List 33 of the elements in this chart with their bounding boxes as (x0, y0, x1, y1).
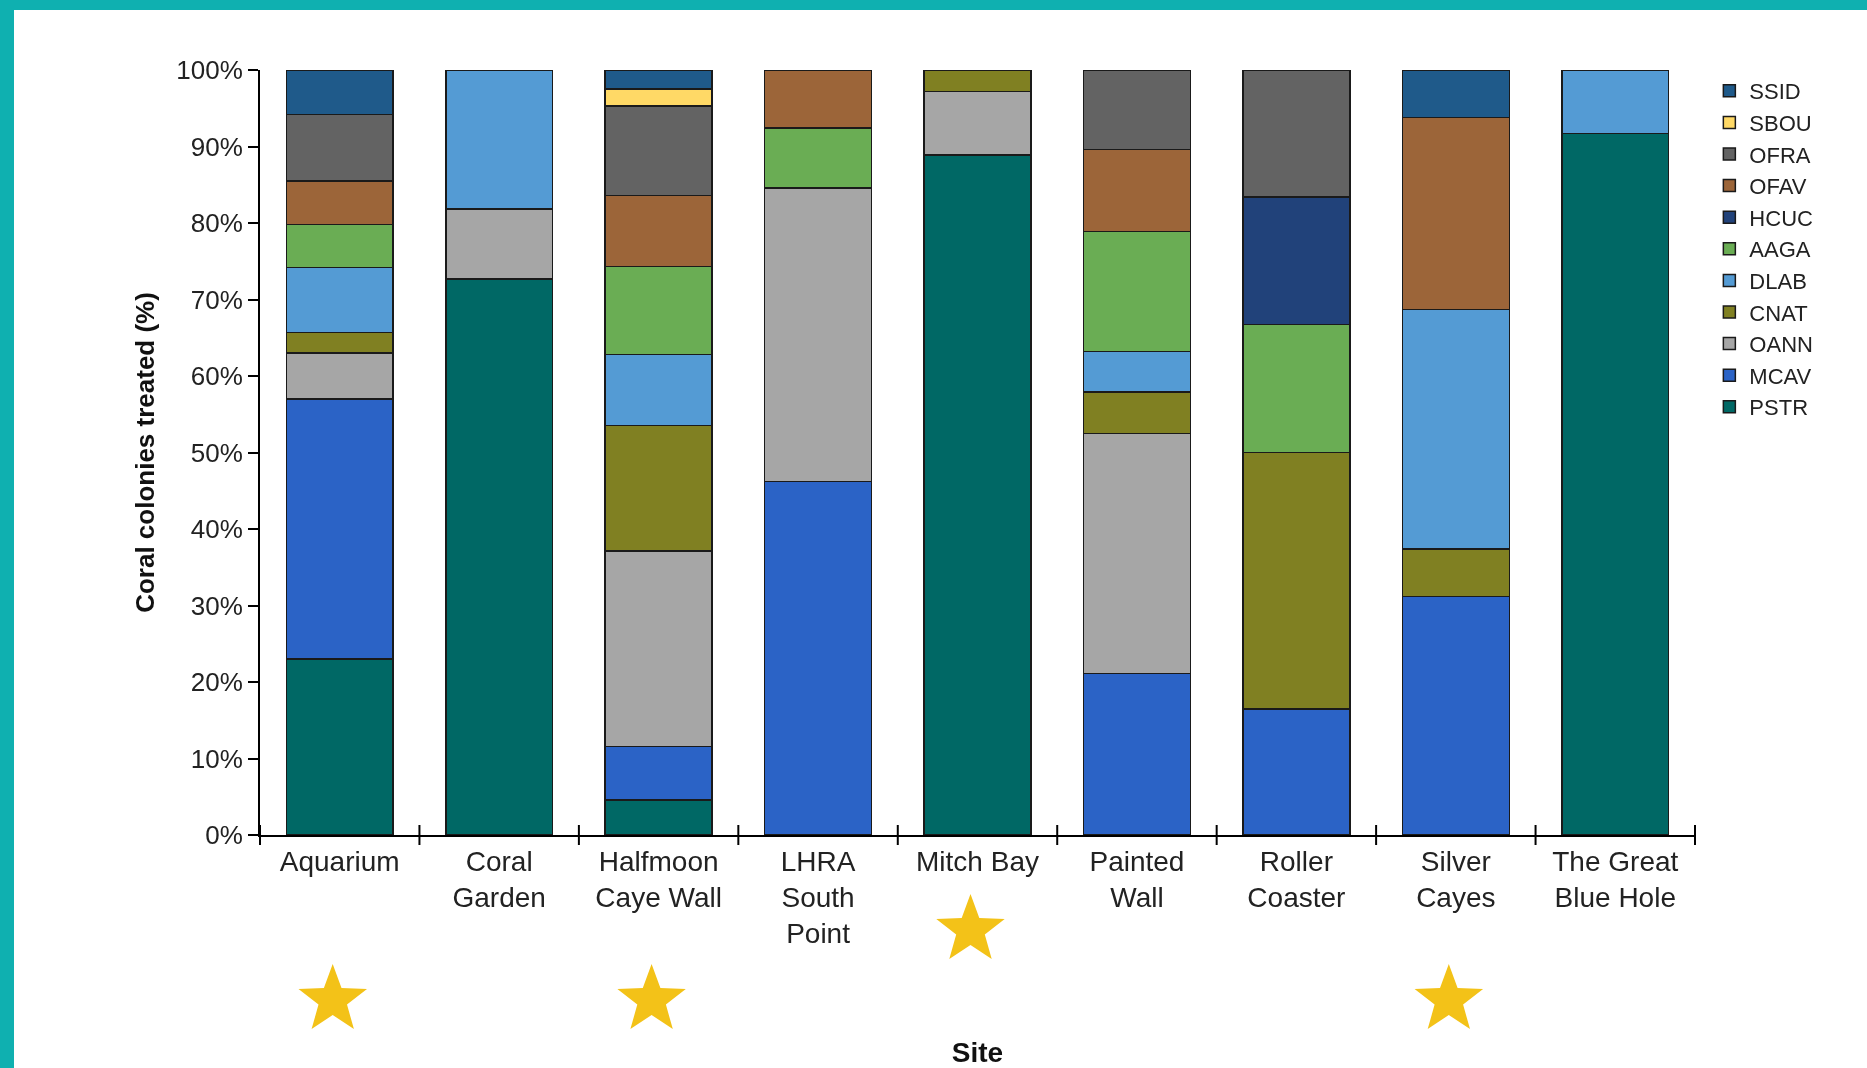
legend-label: SBOU (1749, 110, 1812, 136)
legend-label: PSTR (1749, 395, 1809, 421)
y-tick-label: 100% (176, 55, 243, 86)
y-tick-label: 20% (190, 667, 243, 698)
x-tick-label: Coral Garden (452, 845, 546, 913)
y-tick-label: 70% (190, 284, 243, 315)
x-tick-label: LHRA South Point (780, 845, 856, 950)
y-tick-label: 60% (190, 361, 243, 392)
y-tick-label: 90% (190, 131, 243, 162)
legend-label: HCUC (1749, 205, 1814, 231)
legend-label: OFRA (1749, 142, 1811, 168)
legend-label: SSID (1749, 79, 1801, 105)
y-axis-title: Coral colonies treated (%) (130, 292, 161, 613)
y-tick-label: 80% (190, 208, 243, 239)
legend-label: OFAV (1749, 174, 1807, 200)
y-tick-label: 50% (190, 437, 243, 468)
legend-label: AAGA (1749, 237, 1811, 263)
x-tick-label: Painted Wall (1089, 845, 1185, 913)
x-tick-label: Halfmoon Caye Wall (595, 845, 722, 913)
y-tick-label: 40% (190, 514, 243, 545)
x-tick-label: Aquarium (279, 845, 400, 877)
x-axis-title: Site (951, 1037, 1004, 1068)
x-tick-label: Roller Coaster (1247, 845, 1346, 913)
legend-label: DLAB (1749, 268, 1807, 294)
legend-label: CNAT (1749, 300, 1808, 326)
x-tick-label: The Great Blue Hole (1552, 845, 1679, 913)
legend-label: OANN (1749, 332, 1813, 358)
legend-label: MCAV (1749, 363, 1812, 389)
y-tick-label: 30% (190, 590, 243, 621)
x-tick-label: Silver Cayes (1416, 845, 1496, 913)
y-tick-label: 10% (190, 743, 243, 774)
y-tick-label: 0% (205, 820, 243, 851)
x-tick-label: Mitch Bay (916, 845, 1039, 877)
